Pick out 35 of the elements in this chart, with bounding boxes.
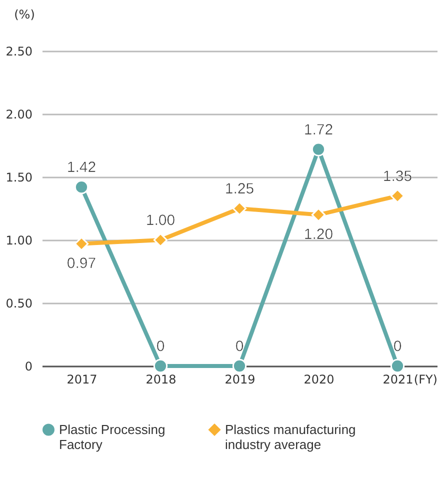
point xyxy=(74,180,89,194)
x-tick-label: 2019 xyxy=(224,372,256,386)
x-tick-label: 2021 xyxy=(382,372,414,386)
data-label: 0 xyxy=(235,338,244,355)
point xyxy=(311,142,326,156)
data-label: 0.97 xyxy=(66,254,96,272)
point xyxy=(311,208,326,222)
data-label: 1.20 xyxy=(304,226,334,243)
point xyxy=(74,236,89,251)
y-axis-title: (%) xyxy=(14,8,35,22)
point xyxy=(232,358,247,374)
y-tick-label: 1.00 xyxy=(6,234,32,248)
point xyxy=(390,358,405,374)
x-tick-label: 2020 xyxy=(304,372,334,386)
data-label: 1.72 xyxy=(304,121,334,138)
x-tick-label: 2018 xyxy=(146,372,176,386)
data-label: 1.00 xyxy=(146,212,176,229)
legend-label: Plastic Processing Factory xyxy=(59,422,166,452)
data-label: 0 xyxy=(393,338,402,355)
y-tick-label: 1.50 xyxy=(6,170,32,184)
point xyxy=(153,232,168,248)
point xyxy=(390,188,405,203)
data-label: 1.25 xyxy=(224,180,254,198)
y-tick-label: 0.50 xyxy=(6,296,32,310)
y-tick-label: 2.50 xyxy=(6,44,32,58)
point xyxy=(232,201,247,216)
point xyxy=(153,358,168,374)
data-label: 1.42 xyxy=(66,159,96,176)
data-label: 0 xyxy=(156,338,165,355)
data-label: 1.35 xyxy=(382,168,412,185)
y-tick-label: 0 xyxy=(24,360,32,374)
x-axis-title: (FY) xyxy=(414,372,438,386)
x-tick-label: 2017 xyxy=(66,372,98,386)
legend-label: Plastics manufacturing industry average xyxy=(225,422,356,452)
y-tick-label: 2.00 xyxy=(6,108,32,122)
